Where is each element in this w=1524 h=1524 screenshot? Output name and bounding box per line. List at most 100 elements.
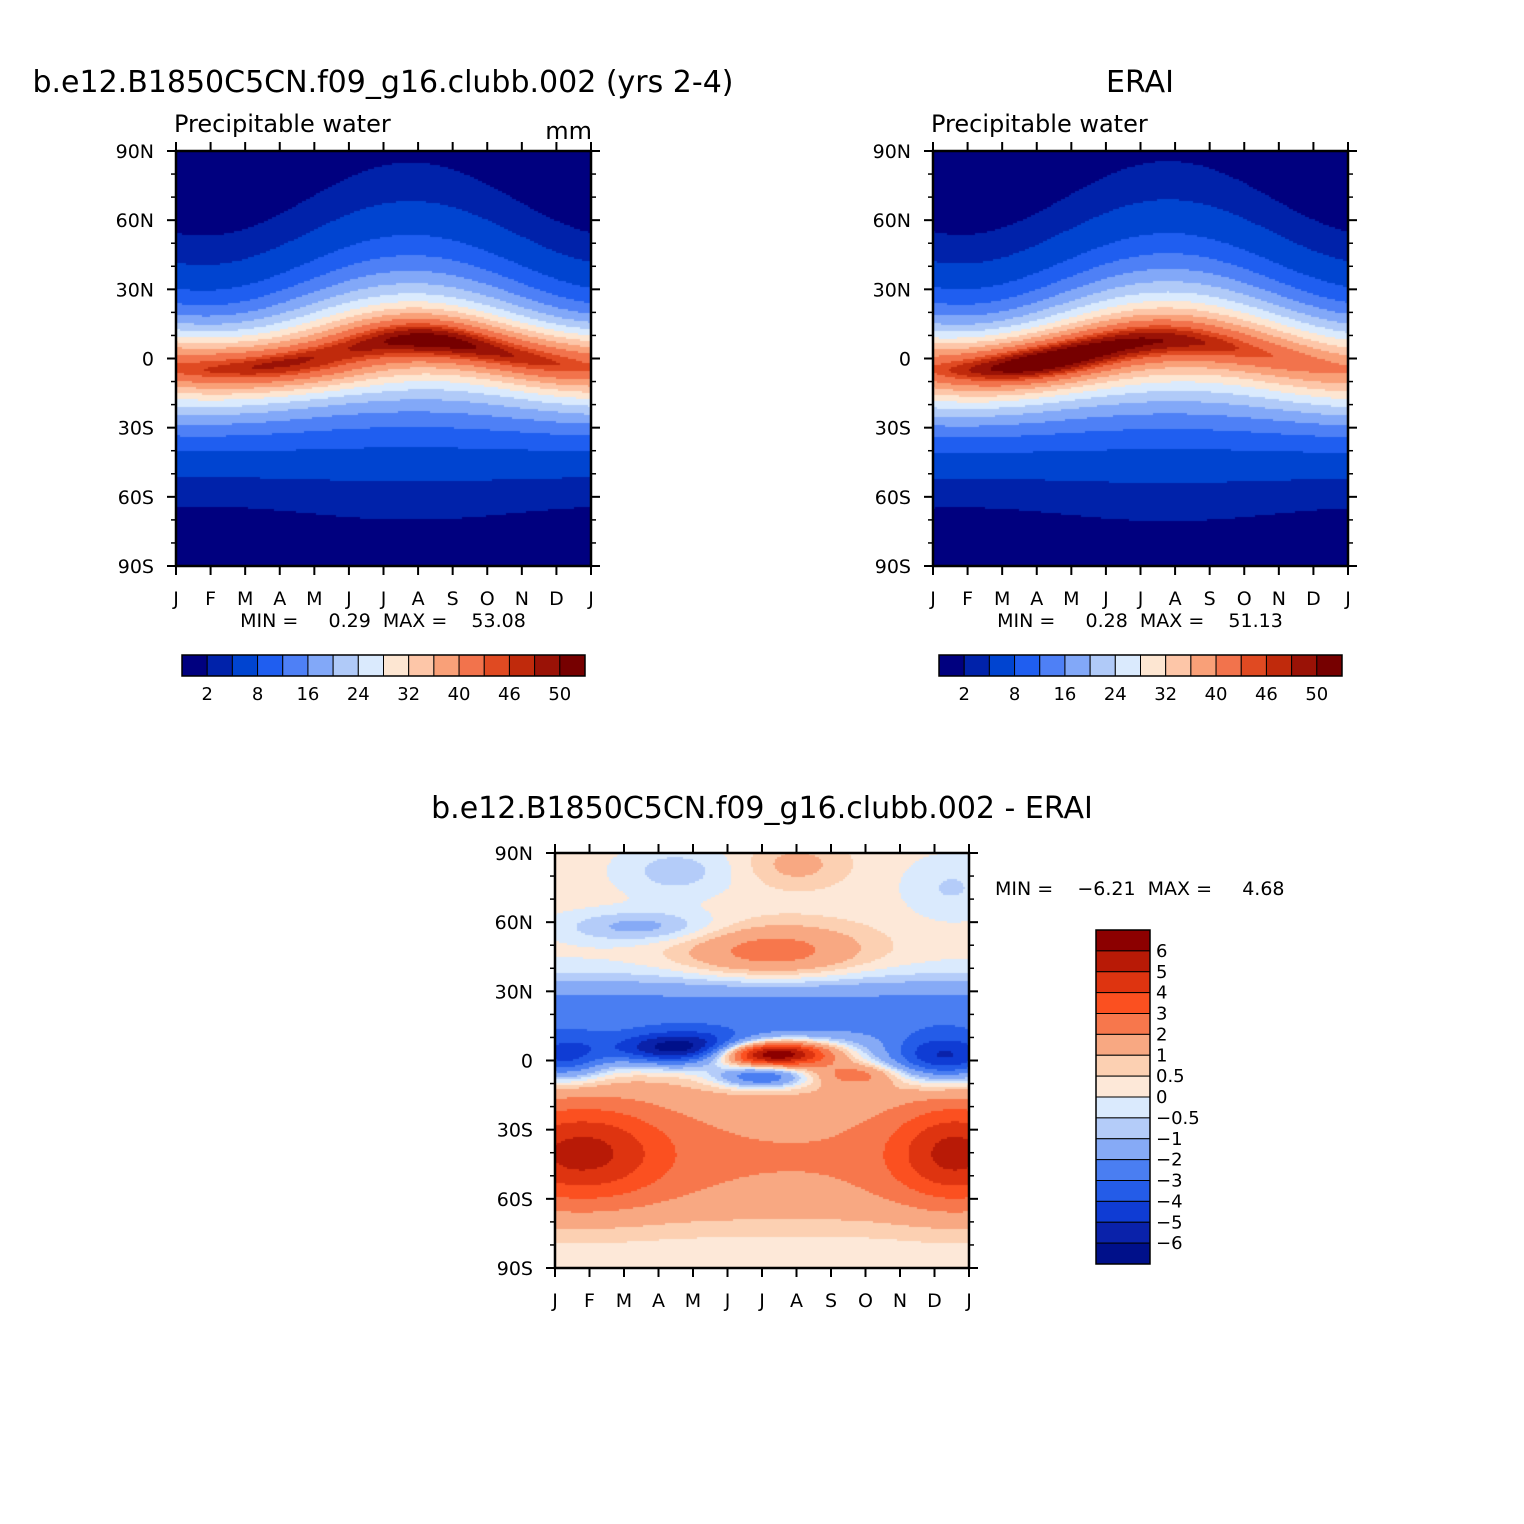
colorbar-swatch: [1095, 1075, 1151, 1098]
colorbar-label: 32: [397, 684, 420, 705]
colorbar-swatch: [1064, 654, 1091, 677]
panel-diff-minmax: MIN = −6.21 MAX = 4.68: [995, 878, 1285, 900]
colorbar-label: 40: [448, 684, 471, 705]
colorbar-swatch: [988, 654, 1016, 677]
y-tick-label: 30S: [118, 418, 154, 440]
colorbar-label: 1: [1156, 1045, 1167, 1066]
colorbar-swatch: [1039, 654, 1066, 677]
colorbar-swatch: [1095, 1242, 1151, 1265]
x-tick-label: A: [652, 1290, 665, 1312]
y-tick-label: 90S: [497, 1258, 533, 1280]
colorbar-swatch: [1095, 992, 1151, 1014]
y-tick-label: 60N: [873, 210, 911, 232]
x-tick-label: M: [685, 1290, 701, 1312]
y-tick-label: 30S: [875, 418, 911, 440]
panel-model-units: mm: [545, 117, 592, 145]
x-tick-label: J: [172, 588, 179, 610]
colorbar-swatch: [1095, 1013, 1151, 1035]
x-tick-label: A: [790, 1290, 803, 1312]
panel-model: b.e12.B1850C5CN.f09_g16.clubb.002 (yrs 2…: [32, 65, 733, 705]
colorbar-swatch: [483, 654, 510, 677]
y-tick-label: 0: [142, 349, 154, 371]
colorbar-label: 2: [201, 684, 212, 705]
colorbar-swatch: [1095, 1221, 1151, 1244]
colorbar-swatch: [963, 654, 990, 677]
colorbar-label: 46: [1255, 684, 1278, 705]
x-tick-label: M: [994, 588, 1010, 610]
colorbar-swatch: [1240, 654, 1267, 677]
colorbar-swatch: [1095, 1033, 1151, 1056]
colorbar-swatch: [206, 654, 233, 677]
colorbar-swatch: [231, 654, 259, 677]
y-tick-label: 60S: [497, 1189, 533, 1211]
colorbar-swatch: [1316, 654, 1343, 677]
y-tick-label: 30N: [116, 279, 154, 301]
x-tick-label: A: [1030, 588, 1043, 610]
field-image: [933, 151, 1348, 566]
colorbar-swatch: [1215, 654, 1242, 677]
colorbar-swatch: [1095, 1180, 1151, 1202]
colorbar-label: 0: [1156, 1087, 1167, 1108]
field-image: [176, 151, 591, 566]
colorbar-label: 40: [1205, 684, 1228, 705]
colorbar-label: 50: [548, 684, 571, 705]
colorbar-swatch: [458, 654, 485, 677]
colorbar-label: −3: [1156, 1171, 1183, 1192]
colorbar-frame: [181, 654, 586, 677]
panel-obs-colorbar: 2 8 16 24 32 40 46 50: [938, 654, 1343, 705]
colorbar-swatch: [257, 654, 284, 677]
x-tick-label: J: [551, 1290, 558, 1312]
x-tick-label: J: [1344, 588, 1351, 610]
colorbar-swatch: [1014, 654, 1041, 677]
colorbar-swatch: [1095, 1117, 1151, 1140]
colorbar-label: −4: [1156, 1191, 1183, 1212]
colorbar-label: 32: [1154, 684, 1177, 705]
colorbar-label: 8: [1009, 684, 1020, 705]
x-tick-label: J: [587, 588, 594, 610]
colorbar-swatch: [1095, 1200, 1151, 1223]
x-tick-label: O: [1237, 588, 1252, 610]
colorbar-swatch: [1265, 654, 1293, 677]
x-tick-label: J: [758, 1290, 765, 1312]
field-image: [555, 853, 969, 1268]
colorbar-frame: [1095, 929, 1151, 1265]
colorbar-swatch: [357, 654, 384, 677]
panel-model-title: b.e12.B1850C5CN.f09_g16.clubb.002 (yrs 2…: [32, 65, 733, 100]
colorbar-swatch: [1095, 1054, 1151, 1077]
colorbar-swatch: [1095, 971, 1151, 994]
y-tick-label: 0: [899, 349, 911, 371]
panel-model-subtitle: Precipitable water: [174, 110, 391, 138]
x-tick-label: J: [1137, 588, 1144, 610]
colorbar-label: 24: [347, 684, 370, 705]
colorbar-swatch: [1190, 654, 1217, 677]
x-tick-label: M: [1063, 588, 1079, 610]
x-tick-label: S: [1204, 588, 1216, 610]
colorbar-label: −0.5: [1156, 1108, 1200, 1129]
x-tick-label: J: [965, 1290, 972, 1312]
colorbar-swatch: [181, 654, 208, 677]
colorbar-label: 4: [1156, 983, 1167, 1004]
colorbar-swatch: [1095, 1159, 1151, 1181]
panel-obs-subtitle: Precipitable water: [931, 110, 1148, 138]
x-tick-label: F: [205, 588, 216, 610]
x-tick-label: J: [380, 588, 387, 610]
colorbar-label: 0.5: [1156, 1066, 1185, 1087]
panel-diff: b.e12.B1850C5CN.f09_g16.clubb.002 - ERAI…: [431, 791, 1284, 1312]
x-tick-label: O: [858, 1290, 873, 1312]
x-tick-label: J: [724, 1290, 731, 1312]
y-tick-label: 60S: [118, 487, 154, 509]
colorbar-frame: [938, 654, 1343, 677]
panel-obs-minmax: MIN = 0.28 MAX = 51.13: [997, 610, 1283, 632]
y-tick-label: 0: [521, 1051, 533, 1073]
x-tick-label: M: [306, 588, 322, 610]
colorbar-label: −2: [1156, 1150, 1183, 1171]
y-tick-label: 90S: [875, 556, 911, 578]
colorbar-swatch: [1089, 654, 1116, 677]
colorbar-swatch: [1095, 1096, 1151, 1119]
panel-model-minmax: MIN = 0.29 MAX = 53.08: [240, 610, 526, 632]
x-tick-label: J: [1102, 588, 1109, 610]
panel-obs: ERAI Precipitable water J F M A M J J A S O N D J90N…: [873, 65, 1357, 705]
